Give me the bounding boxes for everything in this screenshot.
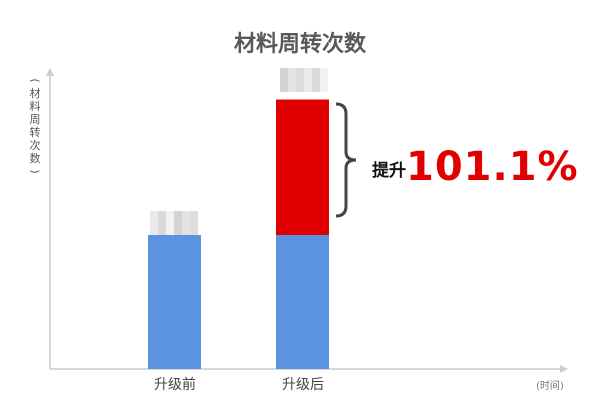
mosaic-cell	[304, 84, 312, 92]
y-axis-arrow	[46, 68, 54, 76]
mosaic-cell	[150, 219, 158, 227]
mosaic-cell	[312, 84, 320, 92]
y-axis-label-char: 材	[29, 87, 41, 100]
chart-title: 材料周转次数	[233, 32, 366, 57]
mosaic-cell	[304, 76, 312, 84]
mosaic-cell	[288, 76, 296, 84]
mosaic-cell	[296, 76, 304, 84]
mosaic-cell	[288, 68, 296, 76]
mosaic-cell	[150, 211, 158, 219]
mosaic-cell	[174, 211, 182, 219]
x-axis-arrow	[560, 365, 568, 373]
mosaic-cell	[174, 219, 182, 227]
x-tick-label: 升级后	[282, 377, 324, 393]
y-axis-label-char: 料	[29, 100, 41, 113]
mosaic-cell	[280, 84, 288, 92]
mosaic-cell	[174, 227, 182, 235]
mosaic-cell	[190, 219, 198, 227]
mosaic-cell	[312, 68, 320, 76]
y-axis-label-char: (	[28, 78, 42, 83]
mosaic-cell	[150, 227, 158, 235]
bar-base	[148, 235, 201, 369]
mosaic-cell	[166, 219, 174, 227]
annotation-prefix: 提升	[372, 161, 406, 181]
y-axis-label-char: 周	[29, 113, 41, 126]
blurred-value-label	[280, 68, 328, 92]
mosaic-cell	[320, 68, 328, 76]
mosaic-cell	[280, 68, 288, 76]
mosaic-cell	[190, 227, 198, 235]
bar-increase	[276, 99, 329, 235]
mosaic-cell	[182, 219, 190, 227]
brace	[335, 102, 357, 218]
x-tick-label: 升级前	[154, 377, 196, 393]
y-axis-label: ( 材料周转次数)	[28, 74, 42, 178]
y-axis-label-char: 转	[29, 126, 41, 139]
mosaic-cell	[182, 211, 190, 219]
y-axis-label-char: )	[28, 169, 42, 174]
mosaic-cell	[182, 227, 190, 235]
mosaic-cell	[158, 219, 166, 227]
mosaic-cell	[320, 84, 328, 92]
mosaic-cell	[304, 68, 312, 76]
y-axis-label-char: 次	[29, 139, 41, 152]
mosaic-cell	[158, 211, 166, 219]
y-axis-label-char: 数	[29, 152, 41, 165]
mosaic-cell	[166, 227, 174, 235]
bar-base	[276, 235, 329, 369]
mosaic-cell	[158, 227, 166, 235]
mosaic-cell	[280, 76, 288, 84]
mosaic-cell	[296, 68, 304, 76]
mosaic-cell	[166, 211, 174, 219]
x-axis-label: (时间)	[536, 381, 564, 392]
mosaic-cell	[320, 76, 328, 84]
mosaic-cell	[190, 211, 198, 219]
annotation-value: 101.1%	[406, 144, 579, 190]
blurred-value-label	[150, 211, 198, 235]
increase-annotation: 提升101.1%	[372, 144, 579, 190]
mosaic-cell	[296, 84, 304, 92]
mosaic-cell	[312, 76, 320, 84]
mosaic-cell	[288, 84, 296, 92]
